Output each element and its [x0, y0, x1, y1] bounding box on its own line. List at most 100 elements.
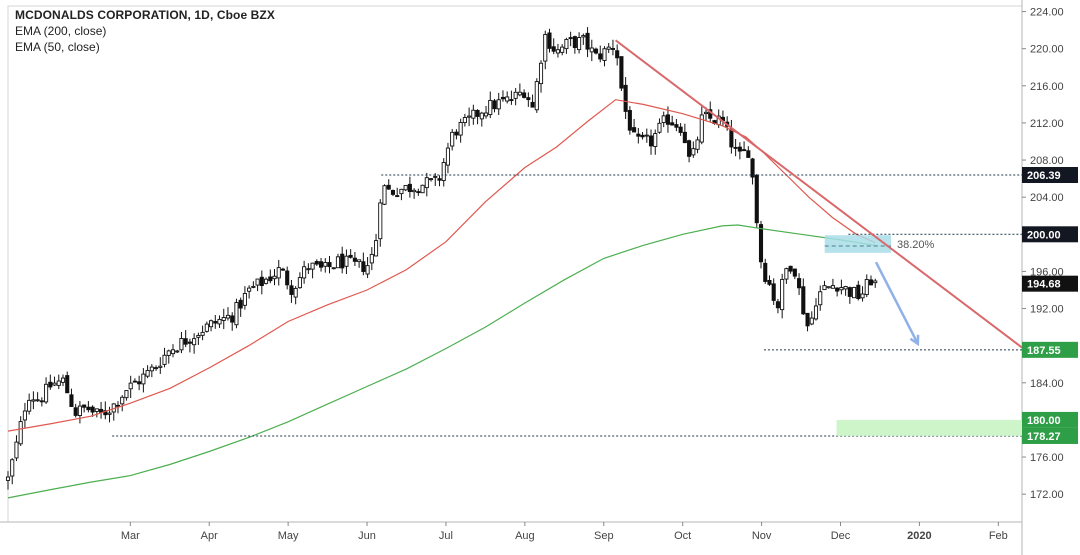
candle-body [259, 276, 264, 287]
candle [94, 408, 99, 418]
price-tag: 194.68 [1022, 275, 1078, 292]
candle-body [632, 127, 637, 133]
candle-body [378, 202, 383, 240]
candle [522, 89, 527, 99]
candle [644, 128, 649, 143]
candle-body [382, 185, 387, 205]
price-tag: 206.39 [1022, 166, 1078, 183]
candle-body [526, 97, 531, 101]
candle-body [361, 261, 366, 272]
candle [120, 395, 125, 412]
candle-body [255, 278, 260, 286]
candle [192, 333, 197, 354]
candle-body [729, 128, 734, 148]
candle [35, 392, 40, 402]
candle [390, 189, 396, 197]
price-tag-label: 206.39 [1027, 170, 1061, 182]
candle [107, 406, 112, 423]
candle-body [830, 285, 835, 289]
candle [132, 378, 137, 383]
symbol-title[interactable]: MCDONALDS CORPORATION, 1D, Cboe BZX [15, 8, 275, 22]
y-tick-label: 220.00 [1030, 44, 1064, 56]
candle [517, 83, 522, 97]
candle [454, 129, 459, 140]
candle [395, 187, 400, 198]
candle-body [530, 101, 535, 108]
candle [488, 91, 493, 119]
candle [551, 38, 556, 55]
candle [500, 90, 506, 102]
time-axis[interactable]: Mar Apr May Jun Jul Aug Sep Oct Nov Dec 2020 Feb [121, 522, 1008, 542]
candle [505, 91, 510, 104]
candle-body [137, 381, 142, 385]
candle-body [602, 48, 607, 61]
candle [568, 31, 573, 47]
candle-body [572, 36, 577, 49]
candle-body [357, 259, 362, 263]
candle-body [348, 254, 353, 258]
x-tick-label: Sep [594, 530, 614, 542]
ema200-legend-label[interactable]: EMA (200, close) [15, 24, 107, 38]
ema50-legend-label[interactable]: EMA (50, close) [15, 40, 100, 54]
plot-area [0, 0, 1023, 555]
candle-body [77, 405, 82, 416]
candle-body [627, 110, 632, 131]
candle [513, 88, 518, 106]
candle [255, 278, 260, 292]
candle [534, 78, 539, 113]
candle-body [479, 112, 484, 120]
candle [14, 435, 19, 462]
candle [598, 45, 603, 63]
candle-body [615, 50, 620, 59]
candle-body [196, 335, 201, 338]
candle [217, 315, 222, 328]
candle [678, 123, 683, 136]
candle-body [737, 146, 742, 152]
candle [560, 44, 565, 56]
price-tag: 187.55 [1022, 341, 1078, 358]
candle-body [560, 46, 565, 53]
candle [564, 37, 569, 54]
price-tag-label: 194.68 [1027, 279, 1061, 291]
candle [437, 175, 442, 187]
y-tick-label: 196.00 [1030, 266, 1064, 278]
candle-body [636, 133, 641, 137]
candle-body [619, 56, 624, 89]
price-tag-bg [1022, 275, 1078, 292]
x-tick-label: Dec [831, 530, 851, 542]
candle [10, 458, 15, 485]
candle-body [331, 267, 336, 270]
candle-body [52, 382, 57, 386]
candle [479, 111, 484, 127]
candle [166, 349, 171, 364]
candle [357, 259, 362, 268]
candle-body [462, 117, 467, 124]
candle-body [60, 377, 66, 383]
candle-body [568, 37, 573, 40]
candle-body [606, 46, 611, 50]
candle [285, 266, 290, 290]
candle [39, 397, 44, 407]
candle [813, 298, 819, 321]
candle [483, 106, 489, 119]
candle-body [280, 268, 286, 271]
candle [416, 188, 421, 196]
candle [784, 267, 789, 284]
candle [467, 107, 472, 127]
price-tag-label: 180.00 [1027, 415, 1061, 427]
candle [170, 344, 176, 358]
price-tag-label: 178.27 [1027, 431, 1061, 443]
candle [69, 388, 74, 407]
candle [48, 374, 53, 390]
candle-body [780, 278, 785, 311]
x-tick-label: Jul [439, 530, 453, 542]
candle-body [847, 287, 852, 297]
candle-body [547, 32, 552, 49]
candle [797, 273, 802, 296]
candle [90, 405, 95, 417]
candle [441, 158, 446, 187]
candle-body [483, 112, 489, 117]
candle-body [209, 320, 214, 328]
candle [289, 279, 294, 303]
